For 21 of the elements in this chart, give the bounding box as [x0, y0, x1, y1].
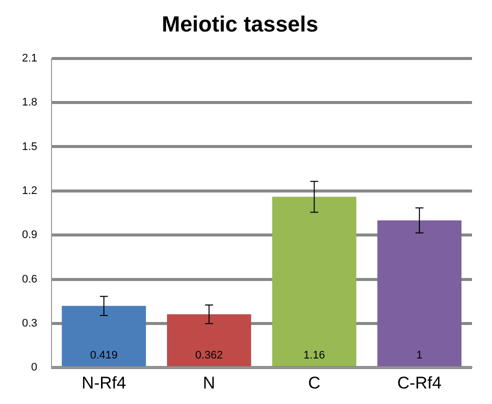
data-label: 1.16: [304, 350, 325, 362]
y-tick-label: 1.2: [22, 184, 38, 197]
chart-title: Meiotic tassels: [162, 11, 318, 36]
bar: [272, 196, 356, 366]
bar: [377, 220, 462, 366]
bar: [166, 314, 252, 366]
x-tick-label: C-Rf4: [397, 373, 442, 392]
x-tick-label: N: [202, 373, 216, 392]
x-tick-label: C: [308, 373, 320, 392]
y-tick-label: 1.8: [22, 96, 38, 109]
y-tick-label: 2.1: [22, 52, 38, 64]
x-tick-label: N-Rf4: [82, 373, 126, 392]
y-tick-label: 1.5: [22, 140, 38, 153]
data-label: 0.419: [90, 350, 118, 362]
data-label: 1: [416, 350, 422, 362]
y-tick-label: 0.9: [22, 229, 38, 242]
data-label: 0.362: [195, 350, 223, 362]
y-tick-label: 0: [31, 362, 38, 374]
y-tick-label: 0.3: [22, 317, 38, 330]
y-tick-label: 0.6: [22, 273, 38, 286]
bar: [62, 306, 146, 366]
